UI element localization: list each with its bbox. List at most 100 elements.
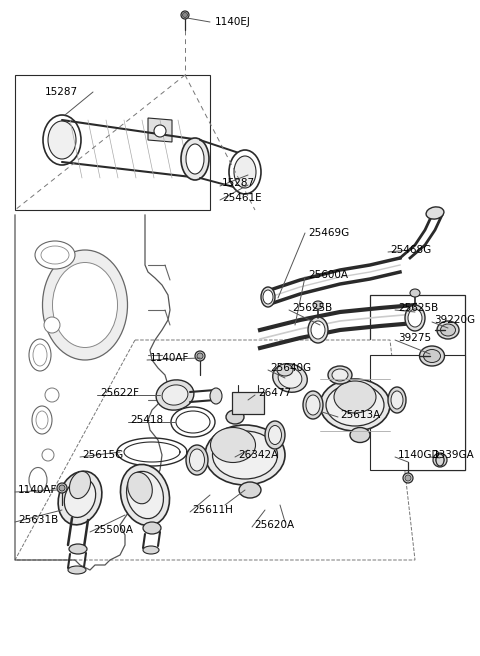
Ellipse shape [181, 138, 209, 180]
Text: 25418: 25418 [130, 415, 163, 425]
Circle shape [182, 12, 188, 18]
Text: 1140AF: 1140AF [18, 485, 58, 495]
Circle shape [433, 453, 447, 467]
Circle shape [42, 449, 54, 461]
Circle shape [197, 353, 203, 359]
Polygon shape [148, 118, 172, 142]
Polygon shape [15, 340, 415, 560]
Ellipse shape [328, 366, 352, 384]
Text: 1339GA: 1339GA [433, 450, 475, 460]
Text: 25500A: 25500A [93, 525, 133, 535]
Ellipse shape [41, 246, 69, 264]
Ellipse shape [320, 379, 390, 431]
Ellipse shape [303, 391, 323, 419]
Ellipse shape [306, 395, 320, 415]
Ellipse shape [263, 290, 273, 304]
Circle shape [436, 456, 444, 464]
Text: 25640G: 25640G [270, 363, 311, 373]
Circle shape [45, 388, 59, 402]
Ellipse shape [408, 309, 422, 327]
Ellipse shape [350, 428, 370, 443]
Ellipse shape [70, 472, 91, 499]
Ellipse shape [210, 388, 222, 404]
Ellipse shape [68, 566, 86, 574]
Ellipse shape [326, 384, 384, 426]
Ellipse shape [410, 289, 420, 297]
Circle shape [154, 125, 166, 137]
Text: 25625B: 25625B [398, 303, 438, 313]
Text: 25611H: 25611H [192, 505, 233, 515]
Ellipse shape [334, 381, 376, 413]
Text: 25461E: 25461E [222, 193, 262, 203]
Text: 1140GD: 1140GD [398, 450, 441, 460]
Ellipse shape [64, 478, 96, 518]
Ellipse shape [265, 421, 285, 449]
Ellipse shape [234, 156, 256, 188]
Ellipse shape [29, 339, 51, 371]
Text: 15287: 15287 [45, 87, 78, 97]
Ellipse shape [190, 449, 204, 471]
Circle shape [59, 485, 65, 491]
Ellipse shape [143, 522, 161, 534]
Circle shape [44, 317, 60, 333]
Ellipse shape [405, 305, 425, 331]
Polygon shape [370, 295, 465, 470]
Ellipse shape [32, 406, 52, 434]
Ellipse shape [420, 346, 444, 366]
Ellipse shape [437, 321, 459, 339]
Ellipse shape [120, 464, 169, 525]
Ellipse shape [29, 468, 47, 493]
Ellipse shape [273, 363, 307, 392]
Text: 15287: 15287 [222, 178, 255, 188]
Ellipse shape [36, 411, 48, 429]
Text: 1140AF: 1140AF [150, 353, 190, 363]
Ellipse shape [162, 385, 188, 405]
Polygon shape [370, 355, 465, 470]
Ellipse shape [261, 287, 275, 307]
Text: 26342A: 26342A [238, 450, 278, 460]
Text: 1140EJ: 1140EJ [215, 17, 251, 27]
Ellipse shape [48, 121, 76, 159]
Circle shape [195, 351, 205, 361]
Ellipse shape [156, 380, 194, 410]
Ellipse shape [205, 425, 285, 485]
Ellipse shape [388, 387, 406, 413]
Ellipse shape [128, 472, 152, 504]
Text: 25625B: 25625B [292, 303, 332, 313]
Text: 25469G: 25469G [308, 228, 349, 238]
Circle shape [181, 11, 189, 19]
Ellipse shape [441, 324, 456, 336]
Ellipse shape [226, 410, 244, 424]
Ellipse shape [229, 150, 261, 194]
Bar [232, 392, 264, 414]
Circle shape [57, 483, 67, 493]
Text: 26477: 26477 [258, 388, 291, 398]
Text: 25620A: 25620A [254, 520, 294, 530]
Ellipse shape [268, 426, 281, 445]
Ellipse shape [127, 472, 164, 519]
Ellipse shape [213, 431, 277, 479]
Ellipse shape [239, 482, 261, 498]
Ellipse shape [43, 250, 128, 360]
Ellipse shape [211, 428, 255, 462]
Text: 25600A: 25600A [308, 270, 348, 280]
Ellipse shape [176, 411, 210, 433]
Ellipse shape [33, 344, 47, 366]
Ellipse shape [171, 407, 215, 437]
Text: 25631B: 25631B [18, 515, 58, 525]
Ellipse shape [332, 369, 348, 381]
Ellipse shape [52, 262, 118, 348]
Ellipse shape [278, 368, 302, 388]
Ellipse shape [311, 321, 325, 339]
Ellipse shape [58, 471, 102, 525]
Ellipse shape [423, 350, 441, 363]
Ellipse shape [43, 115, 81, 165]
Circle shape [403, 473, 413, 483]
Circle shape [405, 475, 411, 481]
Ellipse shape [186, 445, 208, 475]
Ellipse shape [313, 301, 323, 309]
Ellipse shape [186, 144, 204, 174]
Ellipse shape [277, 364, 293, 376]
Ellipse shape [436, 454, 444, 466]
Polygon shape [15, 75, 210, 210]
